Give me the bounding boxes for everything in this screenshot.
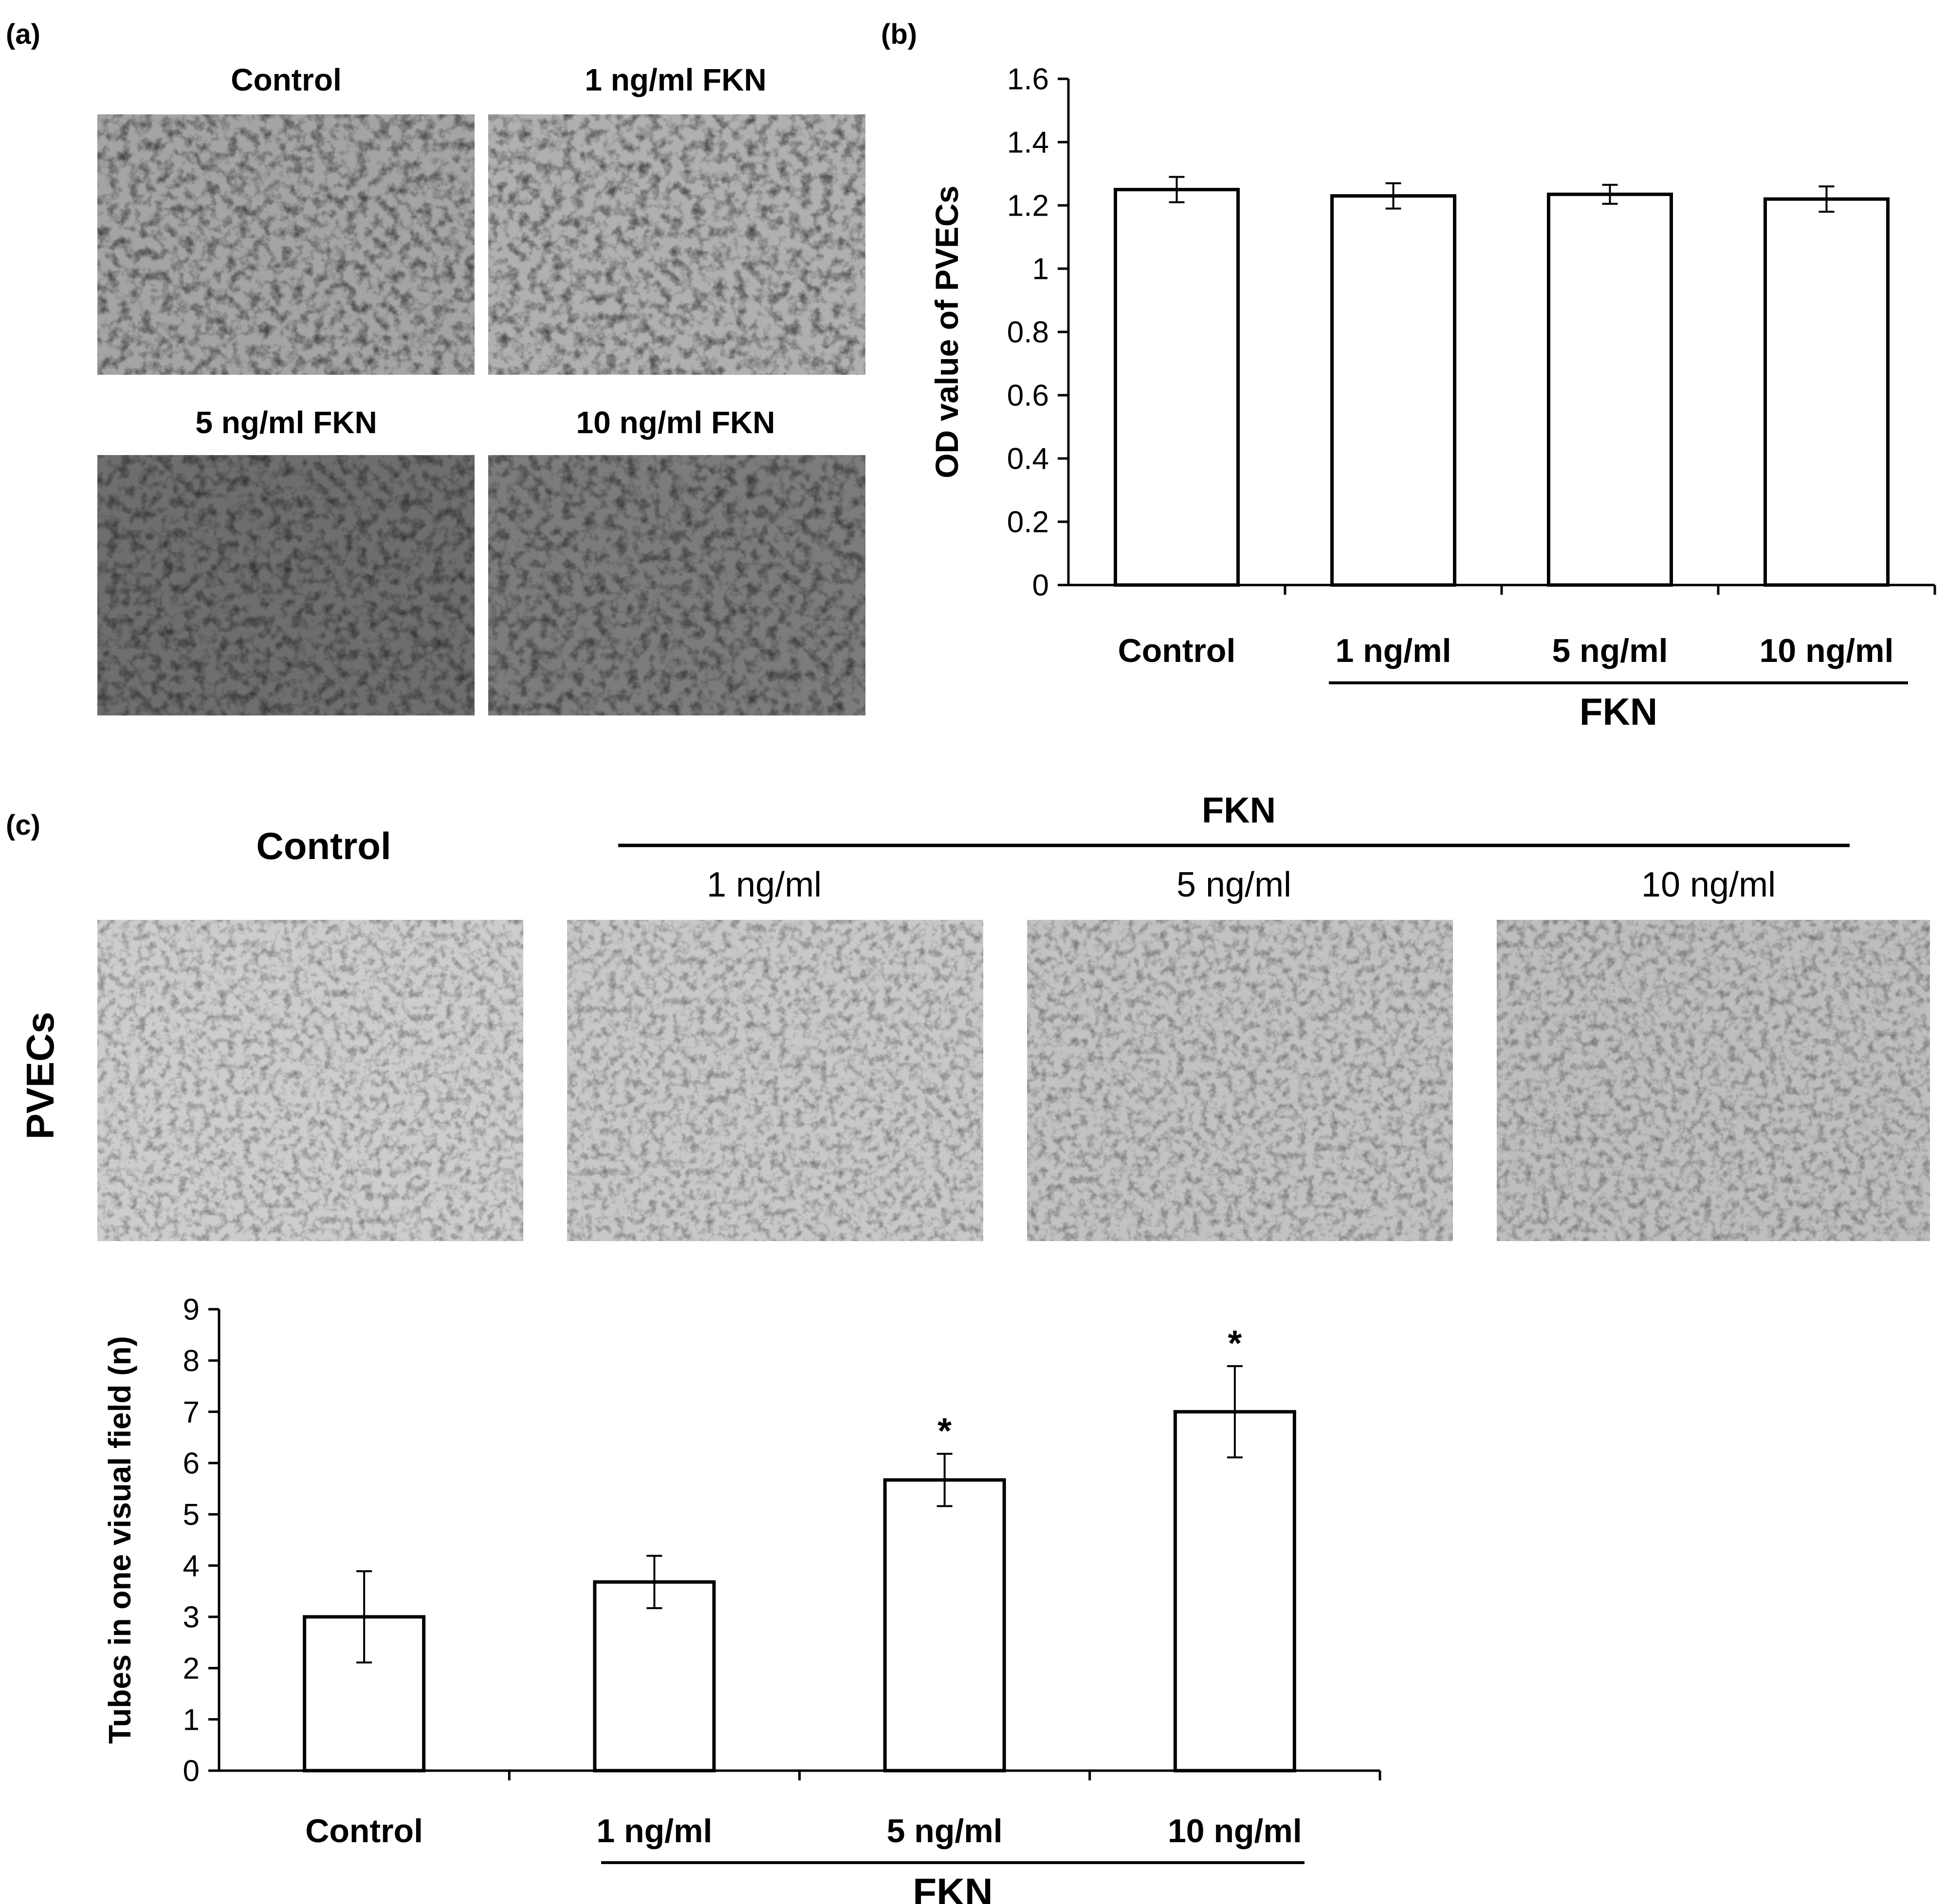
y-tick-label: 1.4: [1007, 126, 1049, 160]
y-tick-label: 3: [183, 1601, 200, 1634]
tube-image-overlay: [1497, 920, 1930, 1241]
micrograph-caption: 5 ng/ml FKN: [195, 405, 377, 440]
row-label-pvecs: PVECs: [18, 1012, 62, 1139]
tube-image-overlay: [567, 920, 983, 1241]
significance-marker: *: [1228, 1323, 1242, 1363]
chart-od-value: 0 0.2 0.4 0.6 0.8 1 1.2 1.4 1.6 Control 1 ng/ml 5 n…: [929, 63, 1936, 733]
bar: [1547, 192, 1673, 587]
y-tick-label: 7: [183, 1395, 200, 1429]
group-label-fkn: FKN: [1580, 690, 1657, 733]
category-label: 1 ng/ml: [596, 1812, 712, 1849]
y-tick-label: 0: [1032, 569, 1049, 603]
y-tick-label: 1.2: [1007, 189, 1049, 223]
y-axis-label: OD value of PVECs: [929, 185, 965, 478]
category-label: 5 ng/ml: [887, 1812, 1003, 1849]
y-tick-label: 0.6: [1007, 379, 1049, 413]
bar: [1763, 197, 1890, 587]
micrograph-caption: 10 ng/ml FKN: [576, 405, 775, 440]
y-axis-label: Tubes in one visual field (n): [102, 1336, 137, 1744]
bar: [593, 1580, 716, 1773]
bar: [1330, 194, 1456, 587]
y-tick-label: 6: [183, 1447, 200, 1481]
y-tick-label: 1.6: [1007, 63, 1049, 96]
micrograph-overlay: [488, 455, 865, 715]
tube-image-overlay: [1027, 920, 1453, 1241]
y-tick-label: 5: [183, 1498, 200, 1532]
concentration-label: 5 ng/ml: [1176, 865, 1291, 904]
y-tick-label: 1: [1032, 253, 1049, 286]
y-tick-label: 0.4: [1007, 442, 1049, 476]
category-label: 10 ng/ml: [1760, 632, 1894, 669]
chart-tubes: 0 1 2 3 4 5 6 7 8 9 Control 1 ng/ml * 5 ng/ml * 10 ng/m…: [102, 1293, 1381, 1904]
bar: [1114, 188, 1240, 587]
y-tick-label: 4: [183, 1549, 200, 1583]
panel-a-micrographs: Control 1 ng/ml FKN 5 ng/ml FKN 10 ng/ml…: [97, 62, 865, 715]
panel-label-b: (b): [881, 18, 917, 50]
concentration-label: 10 ng/ml: [1641, 865, 1776, 904]
panel-label-a: (a): [6, 18, 40, 50]
group-label-fkn: FKN: [1202, 790, 1276, 830]
y-tick-label: 1: [183, 1703, 200, 1737]
y-tick-label: 0.2: [1007, 506, 1049, 539]
micrograph-overlay: [97, 114, 475, 375]
panel-c-micrographs: Control FKN 1 ng/ml 5 ng/ml 10 ng/ml PVE…: [18, 790, 1930, 1241]
y-tick-label: 9: [183, 1293, 200, 1327]
y-tick-label: 8: [183, 1344, 200, 1378]
y-tick-label: 0: [183, 1755, 200, 1788]
y-tick-label: 0.8: [1007, 316, 1049, 349]
micrograph-caption: Control: [231, 62, 342, 97]
y-tick-label: 2: [183, 1652, 200, 1685]
concentration-label: 1 ng/ml: [707, 865, 822, 904]
panel-label-c: (c): [6, 809, 40, 841]
tube-image-overlay: [97, 920, 523, 1241]
category-label: 10 ng/ml: [1168, 1812, 1302, 1849]
micrograph-overlay: [488, 114, 865, 375]
bar: [883, 1478, 1006, 1773]
category-label: 1 ng/ml: [1335, 632, 1451, 669]
micrograph-overlay: [97, 455, 475, 715]
control-label: Control: [256, 824, 391, 867]
bar: [1173, 1410, 1296, 1773]
micrograph-caption: 1 ng/ml FKN: [585, 62, 766, 97]
category-label: Control: [1118, 632, 1236, 669]
category-label: 5 ng/ml: [1552, 632, 1668, 669]
category-label: Control: [305, 1812, 423, 1849]
significance-marker: *: [937, 1410, 952, 1451]
group-label-fkn: FKN: [913, 1870, 992, 1904]
